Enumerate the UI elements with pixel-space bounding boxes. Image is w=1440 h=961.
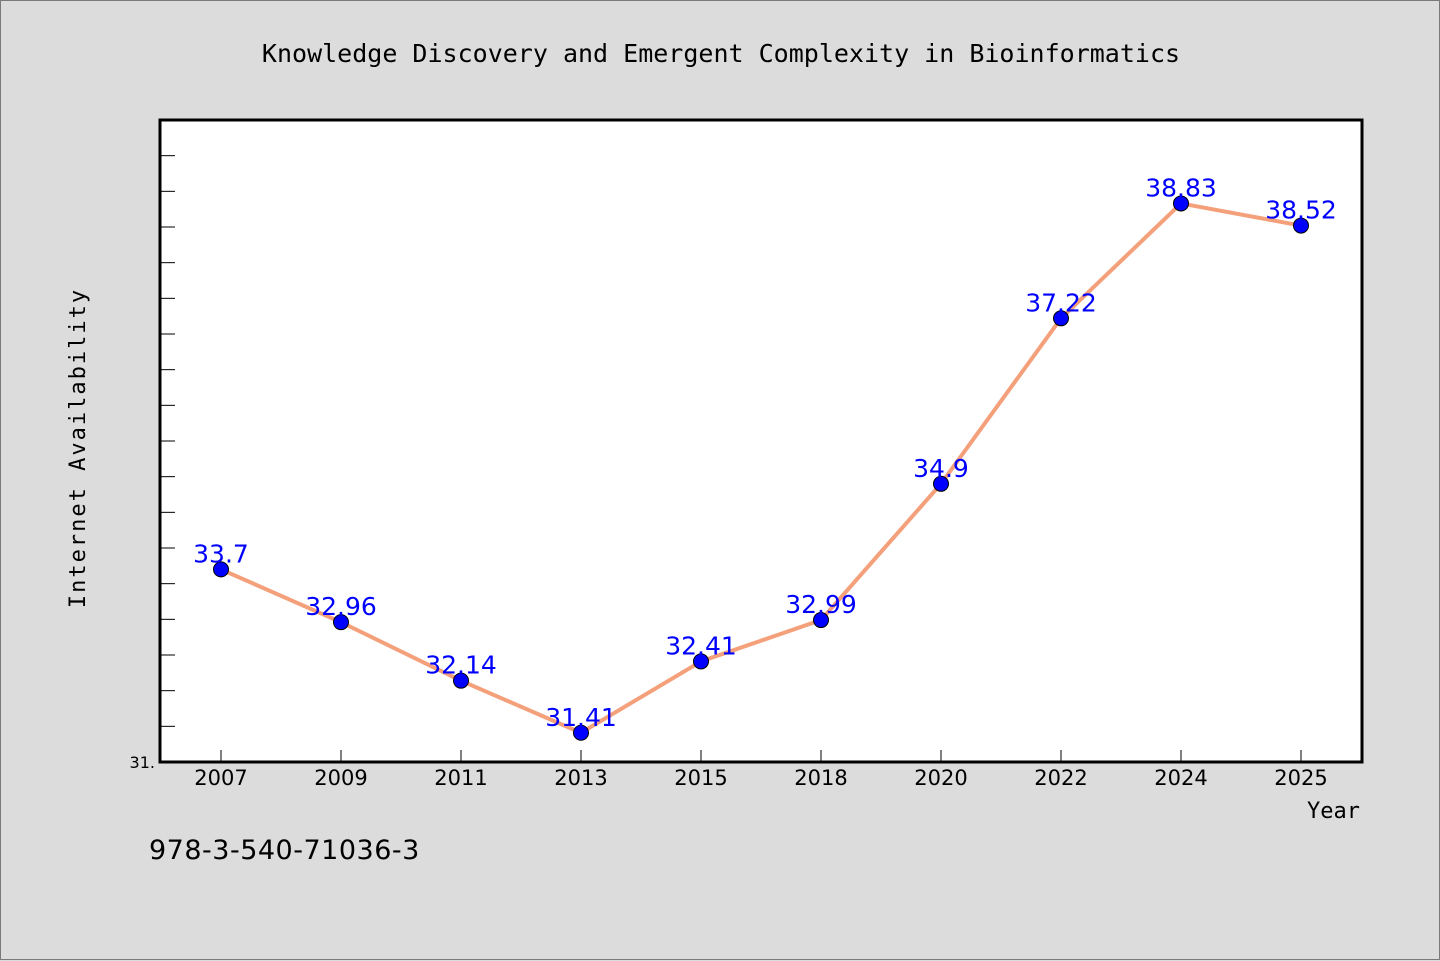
y-tick-label: 31.: [130, 753, 155, 772]
data-point: [1293, 217, 1309, 234]
data-point: [453, 672, 469, 689]
data-point: [693, 653, 709, 670]
data-point: [213, 561, 229, 578]
series-line-group: [219, 201, 1303, 735]
data-label: 37.22: [1025, 288, 1097, 317]
x-tick-label: 2007: [194, 766, 247, 790]
plot-area: [160, 120, 1362, 762]
plot-border: [158, 118, 1364, 764]
x-tick-label: 2022: [1034, 766, 1087, 790]
data-point: [813, 612, 829, 629]
x-axis-ticks: 2007 2009 2011 2013 2015 2018 2020 2022 2024 2025: [194, 750, 1328, 790]
x-tick-label: 2024: [1154, 766, 1207, 790]
data-label: 32.96: [305, 592, 377, 621]
data-point: [933, 475, 949, 492]
x-tick-label: 2013: [554, 766, 607, 790]
data-point: [333, 614, 349, 631]
data-label: 32.41: [665, 631, 737, 660]
x-tick-label: 2011: [434, 766, 487, 790]
data-labels: 33.7 32.96 32.14 31.41 32.41 32.99 34.9 37.22 38…: [193, 173, 1337, 731]
data-point: [573, 724, 589, 741]
x-tick-label: 2015: [674, 766, 727, 790]
y-axis-ticks: [160, 155, 175, 727]
x-tick-label: 2020: [914, 766, 967, 790]
data-label: 32.99: [785, 590, 857, 619]
data-label: 31.41: [545, 703, 617, 732]
data-label: 38.83: [1145, 173, 1217, 202]
x-tick-label: 2025: [1274, 766, 1327, 790]
data-label: 34.9: [913, 454, 969, 483]
data-label: 32.14: [425, 651, 497, 680]
chart-title: Knowledge Discovery and Emergent Complex…: [262, 39, 1180, 68]
x-axis-label: Year: [1307, 799, 1360, 824]
data-markers: [213, 195, 1309, 741]
x-tick-label: 2018: [794, 766, 847, 790]
data-label: 33.7: [193, 539, 249, 568]
x-tick-label: 2009: [314, 766, 367, 790]
y-axis-label: Internet Availability: [66, 288, 91, 608]
data-label: 38.52: [1265, 196, 1337, 225]
data-point: [1173, 195, 1189, 212]
isbn-footer: 978-3-540-71036-3: [149, 835, 420, 866]
data-point: [1053, 310, 1069, 327]
series-line: [219, 201, 1303, 735]
